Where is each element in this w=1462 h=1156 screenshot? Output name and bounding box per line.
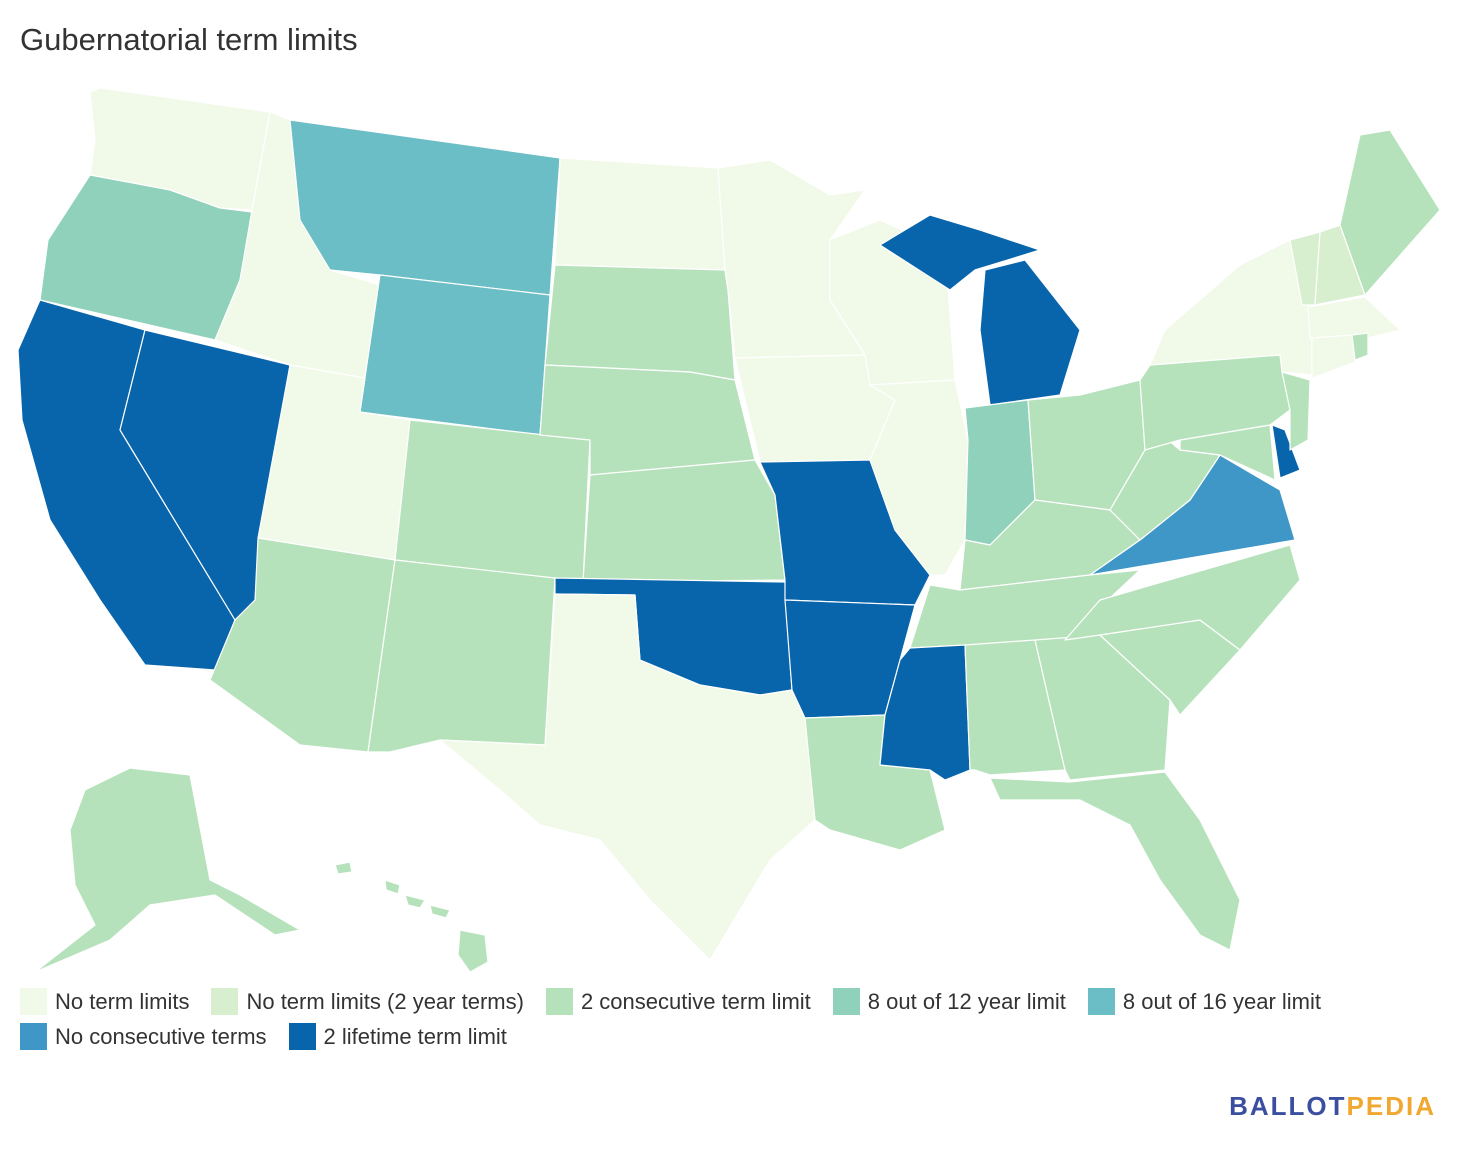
state-fl[interactable]: [989, 771, 1241, 951]
state-nm[interactable]: [367, 559, 556, 753]
us-states-map: [17, 87, 1441, 973]
state-co[interactable]: [394, 419, 591, 583]
legend-swatch: [1087, 988, 1115, 1015]
state-nd[interactable]: [554, 157, 726, 271]
legend-item-none2: No term limits (2 year terms): [211, 988, 524, 1015]
legend-item-cons2: 2 consecutive term limit: [545, 988, 811, 1015]
state-ct[interactable]: [1311, 334, 1356, 379]
ballotpedia-logo: BALLOTPEDIA: [1229, 1091, 1436, 1122]
legend-swatch: [288, 1023, 316, 1050]
state-mi[interactable]: [879, 214, 1081, 406]
legend-label: 8 out of 12 year limit: [867, 988, 1066, 1014]
state-nc[interactable]: [1064, 544, 1301, 651]
map-title: Gubernatorial term limits: [20, 22, 358, 57]
legend-item-of16: 8 out of 16 year limit: [1087, 988, 1322, 1015]
legend-swatch: [211, 988, 239, 1015]
legend-item-nocons: No consecutive terms: [20, 1023, 267, 1050]
legend-item-of12: 8 out of 12 year limit: [832, 988, 1066, 1015]
legend-label: No term limits (2 year terms): [246, 988, 524, 1014]
state-wy[interactable]: [359, 274, 551, 436]
logo-part-ballot: BALLOT: [1229, 1091, 1347, 1121]
state-de[interactable]: [1271, 424, 1301, 479]
state-ri[interactable]: [1351, 332, 1369, 361]
legend-swatch: [832, 988, 860, 1015]
state-ks[interactable]: [582, 459, 786, 583]
legend-label: 2 lifetime term limit: [323, 1023, 507, 1049]
legend-swatch: [20, 1023, 47, 1050]
state-nj[interactable]: [1281, 371, 1311, 451]
state-ma[interactable]: [1307, 296, 1401, 341]
state-ak[interactable]: [34, 767, 301, 973]
state-il[interactable]: [869, 379, 969, 576]
state-ny[interactable]: [1149, 239, 1313, 376]
logo-part-pedia: PEDIA: [1346, 1091, 1436, 1121]
state-mt[interactable]: [289, 119, 561, 296]
state-tx[interactable]: [439, 593, 816, 961]
legend-swatch: [20, 988, 47, 1015]
legend-label: No consecutive terms: [55, 1023, 267, 1049]
state-sd[interactable]: [544, 264, 736, 381]
legend-label: 2 consecutive term limit: [580, 988, 811, 1014]
legend-label: 8 out of 16 year limit: [1122, 988, 1322, 1014]
state-hi[interactable]: [334, 861, 489, 973]
legend-swatch: [545, 988, 573, 1015]
map-legend: No term limits No term limits (2 year ter…: [20, 988, 1450, 1050]
legend-label: No term limits: [55, 988, 190, 1014]
legend-item-none: No term limits: [20, 988, 189, 1015]
state-me[interactable]: [1339, 129, 1441, 296]
legend-item-life2: 2 lifetime term limit: [288, 1023, 507, 1050]
